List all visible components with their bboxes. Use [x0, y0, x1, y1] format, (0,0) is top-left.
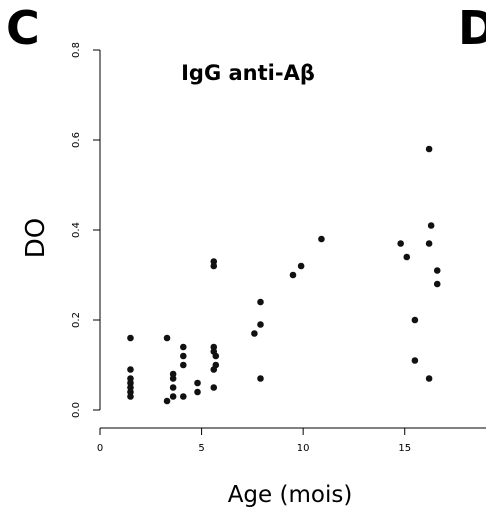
data-point [411, 316, 419, 324]
data-point [397, 240, 404, 247]
x-axis-label: Age (mois) [228, 482, 353, 508]
chart-title: IgG anti-Aβ [181, 61, 315, 85]
data-point [163, 397, 171, 405]
data-point [257, 375, 264, 382]
data-point [289, 271, 297, 279]
y-tick-label: 0.8 [71, 42, 82, 58]
data-point [411, 357, 419, 364]
data-point [210, 384, 218, 391]
x-tick-label: 15 [398, 443, 411, 454]
x-tick-label: 0 [97, 443, 103, 454]
x-tick-label: 5 [198, 443, 204, 454]
data-point [257, 298, 264, 306]
data-point [297, 262, 305, 270]
panel-letter-c: C [6, 1, 40, 55]
data-point [403, 253, 411, 261]
data-point [179, 361, 187, 369]
data-point [194, 379, 201, 387]
data-point [163, 334, 171, 342]
y-tick-label: 0.0 [71, 402, 82, 418]
data-point [257, 321, 264, 328]
data-point [179, 393, 187, 400]
data-point [433, 267, 441, 274]
y-tick-label: 0.6 [71, 132, 82, 148]
data-points [127, 145, 441, 405]
y-tick-label: 0.2 [71, 312, 82, 328]
data-point [179, 352, 187, 360]
data-point [127, 393, 134, 400]
panel-letter-d: D [458, 1, 486, 55]
data-point [425, 240, 433, 247]
data-point [127, 366, 134, 373]
data-point [433, 280, 441, 288]
y-axis-label: DO [21, 218, 51, 259]
data-point [169, 393, 177, 400]
data-point [212, 352, 220, 360]
data-point [210, 366, 218, 373]
y-tick-label: 0.4 [71, 222, 82, 238]
data-point [251, 330, 258, 337]
data-point [210, 262, 218, 270]
data-point [318, 235, 325, 243]
data-point [425, 145, 433, 153]
data-point [194, 388, 201, 396]
data-point [127, 334, 134, 342]
data-point [179, 343, 187, 351]
data-point [169, 384, 177, 391]
axes: 0.0 0.2 0.4 0.6 0.8 0 5 10 15 [71, 42, 486, 454]
x-tick-label: 10 [297, 443, 310, 454]
data-point [425, 375, 433, 382]
data-point [427, 222, 435, 229]
data-point [169, 375, 177, 382]
